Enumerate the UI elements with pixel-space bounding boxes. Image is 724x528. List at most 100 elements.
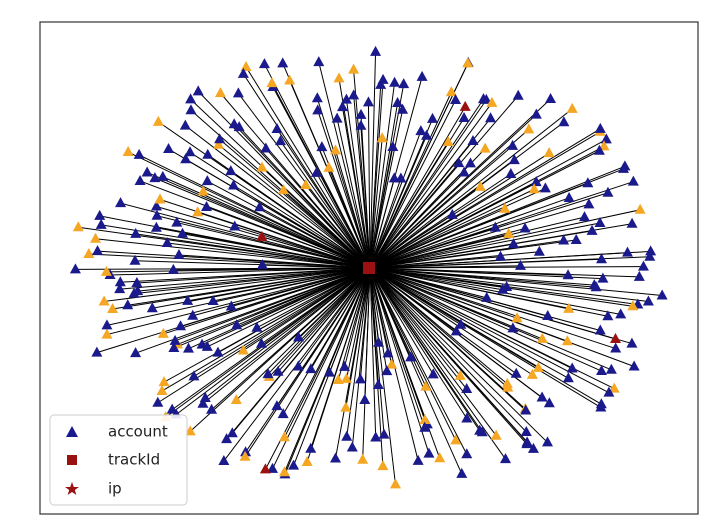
edge (159, 199, 371, 269)
node (485, 112, 497, 123)
edge (135, 233, 371, 269)
node (593, 144, 605, 155)
node (397, 103, 409, 114)
edge (161, 267, 371, 392)
edge (360, 114, 371, 269)
edge (369, 108, 573, 269)
node (536, 391, 548, 402)
edge (369, 163, 471, 269)
node (442, 136, 454, 147)
node (536, 332, 548, 343)
node (187, 309, 199, 320)
node (336, 101, 348, 112)
node (503, 228, 515, 239)
node (381, 365, 393, 376)
node (340, 372, 352, 383)
node (72, 221, 84, 232)
edge (280, 140, 371, 269)
edge (369, 267, 527, 411)
edge (336, 118, 371, 269)
node (196, 338, 208, 349)
edge (293, 267, 371, 466)
node (175, 320, 187, 331)
node (197, 185, 209, 196)
node (412, 454, 424, 465)
node (520, 404, 532, 415)
node (180, 153, 192, 164)
node (310, 166, 322, 177)
edge (369, 267, 533, 376)
edge (119, 267, 371, 290)
node (278, 466, 290, 477)
edge (156, 215, 371, 269)
legend-label: account (108, 423, 168, 441)
node (508, 238, 520, 249)
node (272, 365, 284, 376)
node (284, 74, 296, 85)
node (415, 125, 427, 136)
node (101, 328, 113, 339)
node (199, 392, 211, 403)
edge (202, 267, 371, 405)
node (562, 372, 574, 383)
node (184, 146, 196, 157)
node (645, 245, 657, 256)
node (596, 365, 608, 376)
edge (369, 76, 423, 269)
node (331, 112, 343, 123)
edge (75, 267, 371, 270)
edge (369, 267, 621, 315)
node (221, 433, 233, 444)
edge (345, 267, 371, 408)
edge (203, 191, 371, 269)
legend-box (49, 414, 188, 506)
node (597, 272, 609, 283)
edge (137, 267, 371, 292)
node (300, 179, 312, 190)
node (542, 309, 554, 320)
node (167, 263, 179, 274)
node (479, 142, 491, 153)
edge (185, 125, 371, 269)
node (530, 108, 542, 119)
edge (364, 267, 371, 401)
edge (337, 267, 371, 381)
edge (369, 209, 641, 269)
node (130, 347, 142, 358)
node (226, 427, 238, 438)
edge (211, 267, 371, 411)
node (100, 265, 112, 276)
edge (369, 135, 427, 269)
edge (261, 236, 371, 269)
node (500, 453, 512, 464)
node (316, 141, 328, 152)
edge (369, 51, 377, 269)
edge (369, 102, 493, 269)
node (149, 172, 161, 183)
edge (369, 138, 383, 269)
node (528, 183, 540, 194)
node (615, 308, 627, 319)
node (228, 179, 240, 190)
node (341, 430, 353, 441)
edge (369, 267, 426, 428)
node (133, 148, 145, 159)
edge (369, 63, 469, 269)
node (260, 142, 272, 153)
node (348, 89, 360, 100)
node (288, 459, 300, 470)
node (154, 193, 166, 204)
node (510, 367, 522, 378)
node (355, 108, 367, 119)
edge (369, 162, 460, 269)
node (150, 200, 162, 211)
node (271, 400, 283, 411)
node (594, 122, 606, 133)
node (69, 263, 81, 274)
edge (369, 192, 609, 269)
node (626, 217, 638, 228)
node (558, 234, 570, 245)
edge (369, 251, 540, 269)
node (474, 424, 486, 435)
node (107, 303, 119, 314)
